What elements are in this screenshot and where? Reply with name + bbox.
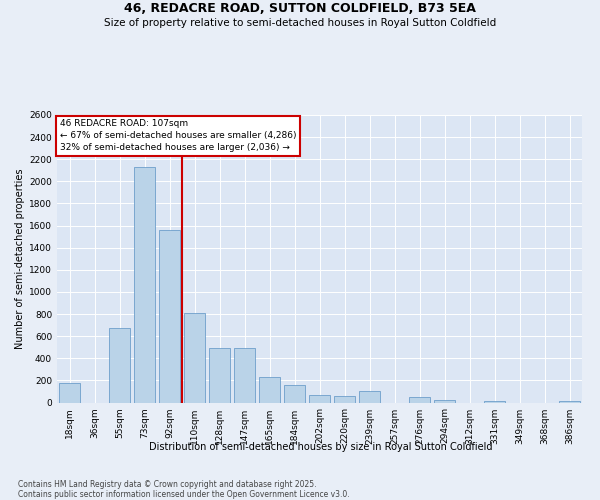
Bar xyxy=(184,313,205,402)
Bar xyxy=(259,377,280,402)
Text: Contains HM Land Registry data © Crown copyright and database right 2025.
Contai: Contains HM Land Registry data © Crown c… xyxy=(18,480,350,499)
Bar xyxy=(134,167,155,402)
Bar xyxy=(109,328,130,402)
Bar xyxy=(409,397,430,402)
Y-axis label: Number of semi-detached properties: Number of semi-detached properties xyxy=(15,168,25,349)
Bar xyxy=(359,392,380,402)
Bar xyxy=(234,348,255,403)
Bar xyxy=(159,230,180,402)
Text: Distribution of semi-detached houses by size in Royal Sutton Coldfield: Distribution of semi-detached houses by … xyxy=(149,442,493,452)
Bar xyxy=(59,382,80,402)
Text: Size of property relative to semi-detached houses in Royal Sutton Coldfield: Size of property relative to semi-detach… xyxy=(104,18,496,28)
Bar xyxy=(209,348,230,403)
Bar xyxy=(334,396,355,402)
Bar xyxy=(309,395,330,402)
Text: 46, REDACRE ROAD, SUTTON COLDFIELD, B73 5EA: 46, REDACRE ROAD, SUTTON COLDFIELD, B73 … xyxy=(124,2,476,16)
Bar xyxy=(434,400,455,402)
Bar xyxy=(284,386,305,402)
Text: 46 REDACRE ROAD: 107sqm
← 67% of semi-detached houses are smaller (4,286)
32% of: 46 REDACRE ROAD: 107sqm ← 67% of semi-de… xyxy=(59,120,296,152)
